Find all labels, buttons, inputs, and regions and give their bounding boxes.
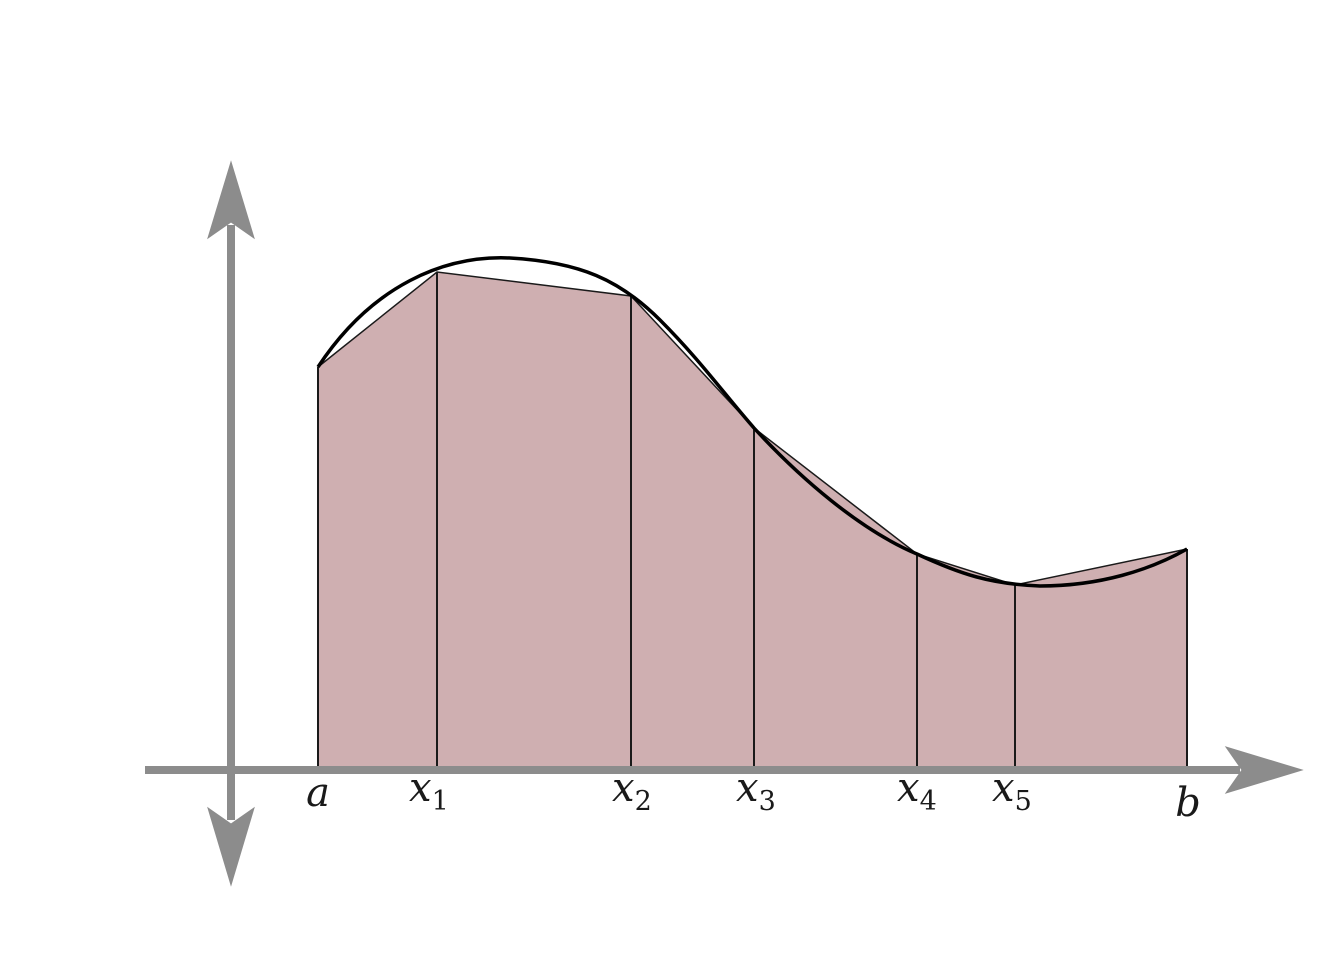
label-x3-base: x [736, 765, 759, 811]
trapezoid-regions [318, 272, 1187, 767]
partition-lines [317, 272, 1188, 767]
label-b: b [1175, 780, 1201, 826]
label-x3-sub: 3 [759, 786, 776, 817]
label-x1-base: x [409, 765, 432, 811]
label-x5-base: x [992, 765, 1015, 811]
y-axis-down-arrow-icon [207, 806, 255, 887]
trapezoid-3 [631, 296, 754, 767]
label-x4: x4 [897, 765, 937, 817]
label-x1: x1 [409, 765, 449, 817]
function-curve [316, 256, 1188, 588]
label-x2-base: x [612, 765, 635, 811]
axes [145, 160, 1304, 887]
label-x1-sub: 1 [432, 786, 449, 817]
y-axis-up-arrow-icon [207, 160, 255, 240]
label-x4-base: x [897, 765, 920, 811]
x-axis-right-arrow-icon [1224, 746, 1304, 794]
trapezoid-2 [437, 272, 631, 767]
label-x4-sub: 4 [920, 786, 937, 817]
trapezoid-4 [754, 428, 917, 767]
trapezoid-5 [917, 554, 1015, 767]
label-x5: x5 [992, 765, 1032, 817]
label-a: a [306, 770, 330, 816]
label-x2-sub: 2 [635, 786, 652, 817]
tick-labels: a x1 x2 x3 x4 x5 b [306, 765, 1201, 826]
label-x2: x2 [612, 765, 652, 817]
trapezoid-1 [318, 272, 437, 767]
label-x5-sub: 5 [1015, 786, 1032, 817]
trapezoid-6 [1015, 549, 1187, 767]
label-x3: x3 [736, 765, 776, 817]
